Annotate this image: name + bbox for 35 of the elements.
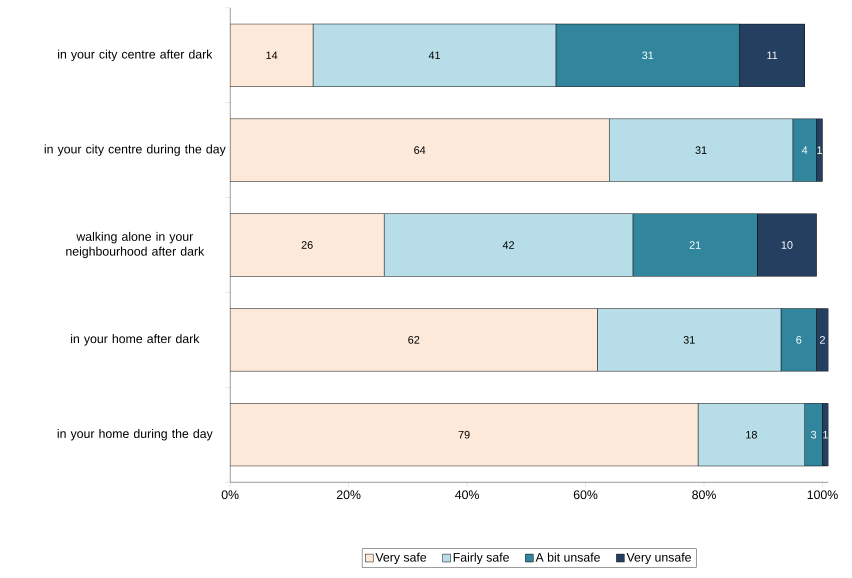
- data-label: 64: [414, 146, 426, 154]
- data-label: 31: [642, 52, 654, 60]
- data-label: 6: [796, 336, 802, 344]
- x-tick-label: 20%: [336, 490, 360, 500]
- data-label: 3: [810, 431, 816, 439]
- data-label: 31: [684, 336, 695, 344]
- data-label: 21: [690, 241, 701, 249]
- y-tick-label: in your city centre after dark: [58, 50, 212, 62]
- data-label: 11: [767, 52, 778, 60]
- x-tick-label: 80%: [692, 490, 716, 500]
- data-label: 14: [266, 52, 278, 60]
- x-tick-label: 0%: [222, 490, 239, 500]
- legend-label: Very unsafe: [626, 552, 691, 564]
- y-tick-label: in your home after dark: [71, 334, 200, 346]
- x-tick-label: 100%: [808, 490, 838, 500]
- data-label: 26: [302, 241, 313, 250]
- y-tick-label: in your home during the day: [58, 429, 213, 441]
- x-tick-label: 40%: [455, 490, 479, 500]
- data-label: 4: [802, 146, 808, 154]
- data-label: 41: [428, 52, 440, 60]
- data-label: 62: [408, 336, 420, 344]
- data-label: 31: [695, 146, 707, 154]
- legend-label: A bit unsafe: [536, 552, 600, 562]
- x-tick-label: 60%: [574, 490, 598, 500]
- data-label: 2: [820, 336, 825, 344]
- data-label: 42: [502, 241, 514, 249]
- y-tick-label: walking alone in your neighbourhood after dark: [66, 232, 204, 258]
- legend-label: Very safe: [375, 552, 426, 564]
- y-tick-label: in your city centre during the day: [44, 144, 226, 156]
- legend-label: Fairly safe: [454, 552, 509, 564]
- data-label: 18: [746, 431, 757, 439]
- data-label: 79: [458, 431, 470, 439]
- data-label: 1: [817, 146, 822, 154]
- data-label: 1: [823, 431, 828, 439]
- data-label: 10: [782, 241, 793, 250]
